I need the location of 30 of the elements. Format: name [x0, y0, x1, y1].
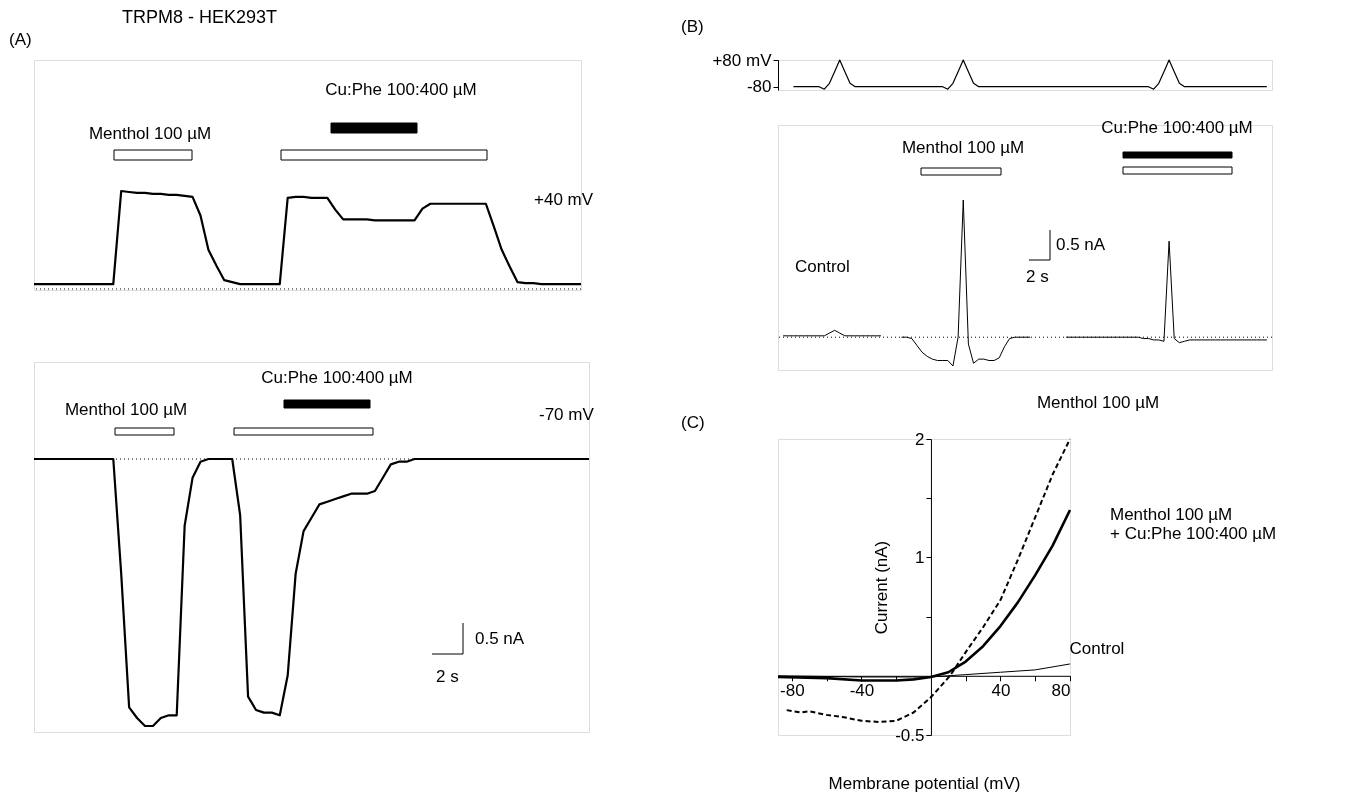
text: (A)	[9, 30, 32, 49]
x-tick-label: -80	[780, 681, 805, 701]
annotation: Control	[795, 257, 850, 276]
y-axis-title: Current (nA)	[872, 540, 892, 635]
annotation: 0.5 nA	[1056, 235, 1106, 254]
x-tick-label: 80	[1051, 681, 1071, 701]
y-tick-label: +80 mV	[712, 50, 773, 70]
annotation: 2 s	[1026, 267, 1049, 286]
text: Menthol 100 µM	[1036, 393, 1160, 412]
x-tick-label: -40	[849, 681, 875, 701]
text: Cu:Phe 100:400 µM	[325, 80, 477, 99]
text: (C)	[681, 413, 705, 432]
annotation: +40 mV	[534, 190, 594, 209]
text: Menthol 100 µM + Cu:Phe 100:400 µM	[1110, 505, 1277, 544]
x-tick-label: 40	[991, 681, 1011, 701]
annotation: 0.5 nA	[475, 629, 525, 648]
text: Menthol 100 µM	[64, 400, 188, 419]
text: Menthol 100 µM	[901, 138, 1025, 157]
y-tick-label: 1	[914, 547, 925, 567]
y-tick-label: 2	[914, 429, 925, 449]
text: Cu:Phe 100:400 µM	[1101, 118, 1253, 137]
text: Cu:Phe 100:400 µM	[261, 368, 413, 387]
chart-title: TRPM8 - HEK293T	[122, 7, 278, 27]
text: -70 mV	[539, 405, 595, 424]
series-label: Control	[1069, 638, 1125, 658]
y-tick-label: -0.5	[895, 725, 925, 745]
text: (B)	[681, 17, 704, 36]
text: Menthol 100 µM	[88, 124, 212, 143]
annotation: 2 s	[436, 667, 459, 686]
x-axis-title: Membrane potential (mV)	[828, 773, 1021, 793]
